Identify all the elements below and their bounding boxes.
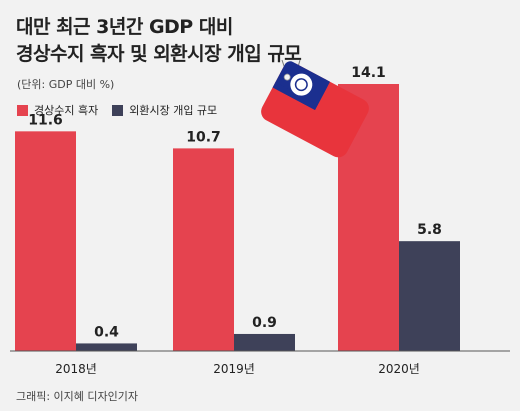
bar-fx-intervention-0 bbox=[76, 343, 137, 351]
bar-current-account-0 bbox=[15, 131, 76, 351]
title-line-2: 경상수지 흑자 및 외환시장 개입 규모 bbox=[16, 43, 302, 65]
title-line-1: 대만 최근 3년간 GDP 대비 bbox=[16, 16, 233, 38]
data-label-current-account-2: 14.1 bbox=[351, 65, 386, 81]
x-tick-label-2: 2020년 bbox=[378, 362, 420, 376]
legend-swatch-current-account bbox=[17, 104, 28, 116]
data-label-fx-intervention-0: 0.4 bbox=[94, 324, 119, 340]
chart-title: 대만 최근 3년간 GDP 대비 경상수지 흑자 및 외환시장 개입 규모 bbox=[16, 14, 302, 68]
legend: 경상수지 흑자 외환시장 개입 규모 bbox=[17, 102, 217, 118]
data-label-current-account-1: 10.7 bbox=[186, 129, 221, 145]
bar-fx-intervention-2 bbox=[399, 241, 460, 351]
taiwan-flag-tag-icon bbox=[261, 59, 369, 158]
x-tick-label-1: 2019년 bbox=[213, 362, 255, 376]
bar-current-account-1 bbox=[173, 148, 234, 351]
unit-label: (단위: GDP 대비 %) bbox=[17, 78, 115, 91]
data-label-fx-intervention-1: 0.9 bbox=[252, 315, 277, 331]
legend-label-current-account: 경상수지 흑자 bbox=[34, 104, 99, 117]
x-tick-label-0: 2018년 bbox=[55, 362, 97, 376]
bar-fx-intervention-1 bbox=[234, 333, 295, 351]
credit-text: 그래픽: 이지혜 디자인기자 bbox=[16, 390, 139, 403]
data-label-fx-intervention-2: 5.8 bbox=[417, 222, 442, 238]
legend-label-fx-intervention: 외환시장 개입 규모 bbox=[129, 104, 218, 117]
data-label-current-account-0: 11.6 bbox=[28, 112, 63, 128]
legend-swatch-fx-intervention bbox=[112, 104, 124, 116]
